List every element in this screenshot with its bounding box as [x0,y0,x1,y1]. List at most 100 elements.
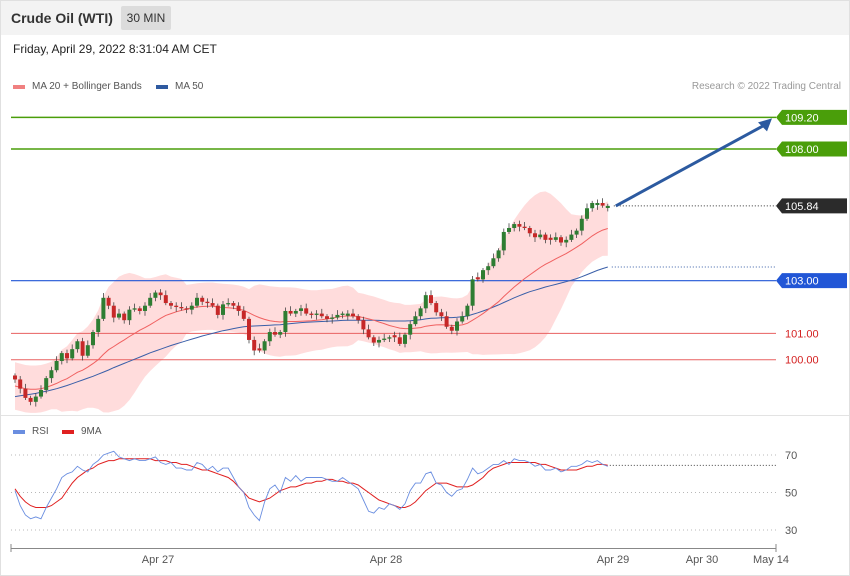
candle-body [101,297,106,319]
candle-body [481,270,485,280]
candle-body [377,339,381,343]
x-tick-label: Apr 27 [142,554,174,566]
rsi-tick-label-50: 50 [785,488,797,500]
x-tick-label: May 14 [753,554,789,566]
candle-body [351,313,355,317]
candle-body [418,308,423,317]
candle-body [304,308,309,314]
candle-body [439,312,444,317]
candle-body [179,307,184,309]
candle-body [517,224,522,227]
candle-body [408,324,413,335]
candle-body [231,303,236,306]
candle-body [475,277,480,280]
candle-body [267,332,272,342]
candle-body [512,224,517,229]
candle-body [148,297,153,306]
candles [13,198,610,407]
candle-body [595,202,600,206]
candle-body [80,341,85,356]
candle-body [288,310,293,314]
candle-body [522,226,527,229]
legend-ma50-label: MA 50 [175,81,204,92]
candle-body [371,337,376,343]
candle-body [127,309,132,321]
candle-body [434,303,439,313]
candle-body [169,303,173,306]
candle-body [247,318,251,340]
legend-ma20: MA 20 + Bollinger Bands [13,81,142,92]
candle-body [325,316,329,319]
candle-body [330,317,335,319]
candle-body [335,314,340,318]
candle-body [314,313,319,315]
level-tag-108.00 [776,141,847,157]
instrument-title: Crude Oil (WTI) [11,10,113,26]
candle-body [444,316,449,327]
candle-body [75,341,80,350]
candle-body [465,305,470,317]
candle-body [153,292,158,298]
candle-body [460,316,465,322]
candle-body [574,230,579,235]
candle-body [455,321,459,331]
x-tick-label: Apr 28 [370,554,402,566]
candle-body [579,218,584,231]
candle-body [319,313,324,317]
level-label-101.00: 101.00 [785,328,819,340]
candle-body [600,202,605,206]
rsi-tick-label-30: 30 [785,525,797,537]
candle-body [283,310,288,333]
legend-rsi-label: RSI [32,426,49,437]
candle-body [174,305,179,308]
candle-body [257,348,262,351]
candle-body [143,305,147,311]
ma50-swatch [156,84,168,89]
candle-body [538,234,543,238]
level-label-105.84: 105.84 [785,201,819,213]
level-label-109.20: 109.20 [785,112,819,124]
candle-body [413,316,418,325]
candle-body [340,313,345,315]
candle-body [252,339,257,351]
candle-body [70,349,75,359]
timeframe-button[interactable]: 30 MIN [121,6,171,30]
projection-arrow-shaft [615,124,765,208]
x-tick-label: Apr 29 [597,554,629,566]
research-credit: Research © 2022 Trading Central [691,81,841,92]
legend-ma20-label: MA 20 + Bollinger Bands [32,81,142,92]
candle-body [273,332,277,335]
level-tag-103.00 [776,273,847,289]
candle-body [501,231,506,251]
legend-9ma: 9MA [62,426,102,437]
candle-body [293,310,298,314]
candle-body [361,320,366,330]
candle-body [496,250,501,259]
candle-body [605,205,610,208]
candle-body [28,397,33,402]
candle-body [23,388,28,398]
candle-body [366,329,371,338]
candle-body [200,297,205,302]
candle-body [507,228,511,232]
candle-body [449,326,454,331]
candle-body [548,237,553,240]
legend-rsi: RSI [13,426,49,437]
level-label-100.00: 100.00 [785,355,819,367]
candle-body [226,303,231,305]
candle-body [44,378,49,390]
bollinger-band [15,191,608,413]
candle-body [470,279,475,306]
candle-body [299,308,303,311]
candle-body [39,389,43,397]
candle-body [278,332,283,335]
candle-body [65,353,69,359]
candle-body [553,237,558,240]
candle-body [392,335,397,338]
candle-body [117,313,121,318]
legend-9ma-label: 9MA [81,426,102,437]
candle-body [205,301,210,304]
candle-body [184,308,189,310]
rsi-line [14,450,608,522]
